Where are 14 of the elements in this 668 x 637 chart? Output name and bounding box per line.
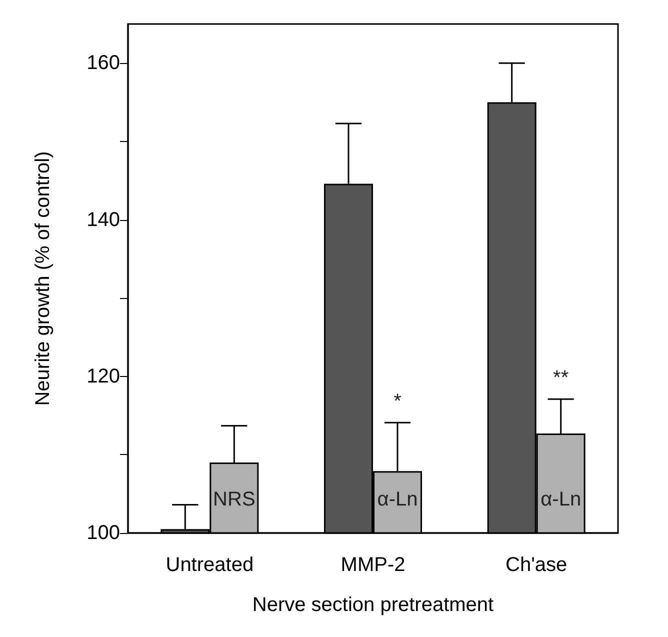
x-tick-label: MMP-2 [340,554,406,576]
y-tick-label: 120 [86,365,120,388]
x-tick-label: Ch'ase [506,554,568,576]
annotation: ** [553,367,569,390]
x-axis-title: Nerve section pretreatment [252,594,494,616]
annotation: α-Ln [540,488,582,511]
y-tick-label: 100 [86,522,120,544]
y-axis-title: Neurite growth (% of control) [32,151,54,406]
y-tick-label: 160 [86,52,120,74]
y-tick-label: 140 [86,208,120,231]
annotation: * [394,390,402,413]
annotation: α-Ln [377,488,418,511]
annotation: NRS [213,488,256,511]
x-tick-label: Untreated [166,554,254,576]
